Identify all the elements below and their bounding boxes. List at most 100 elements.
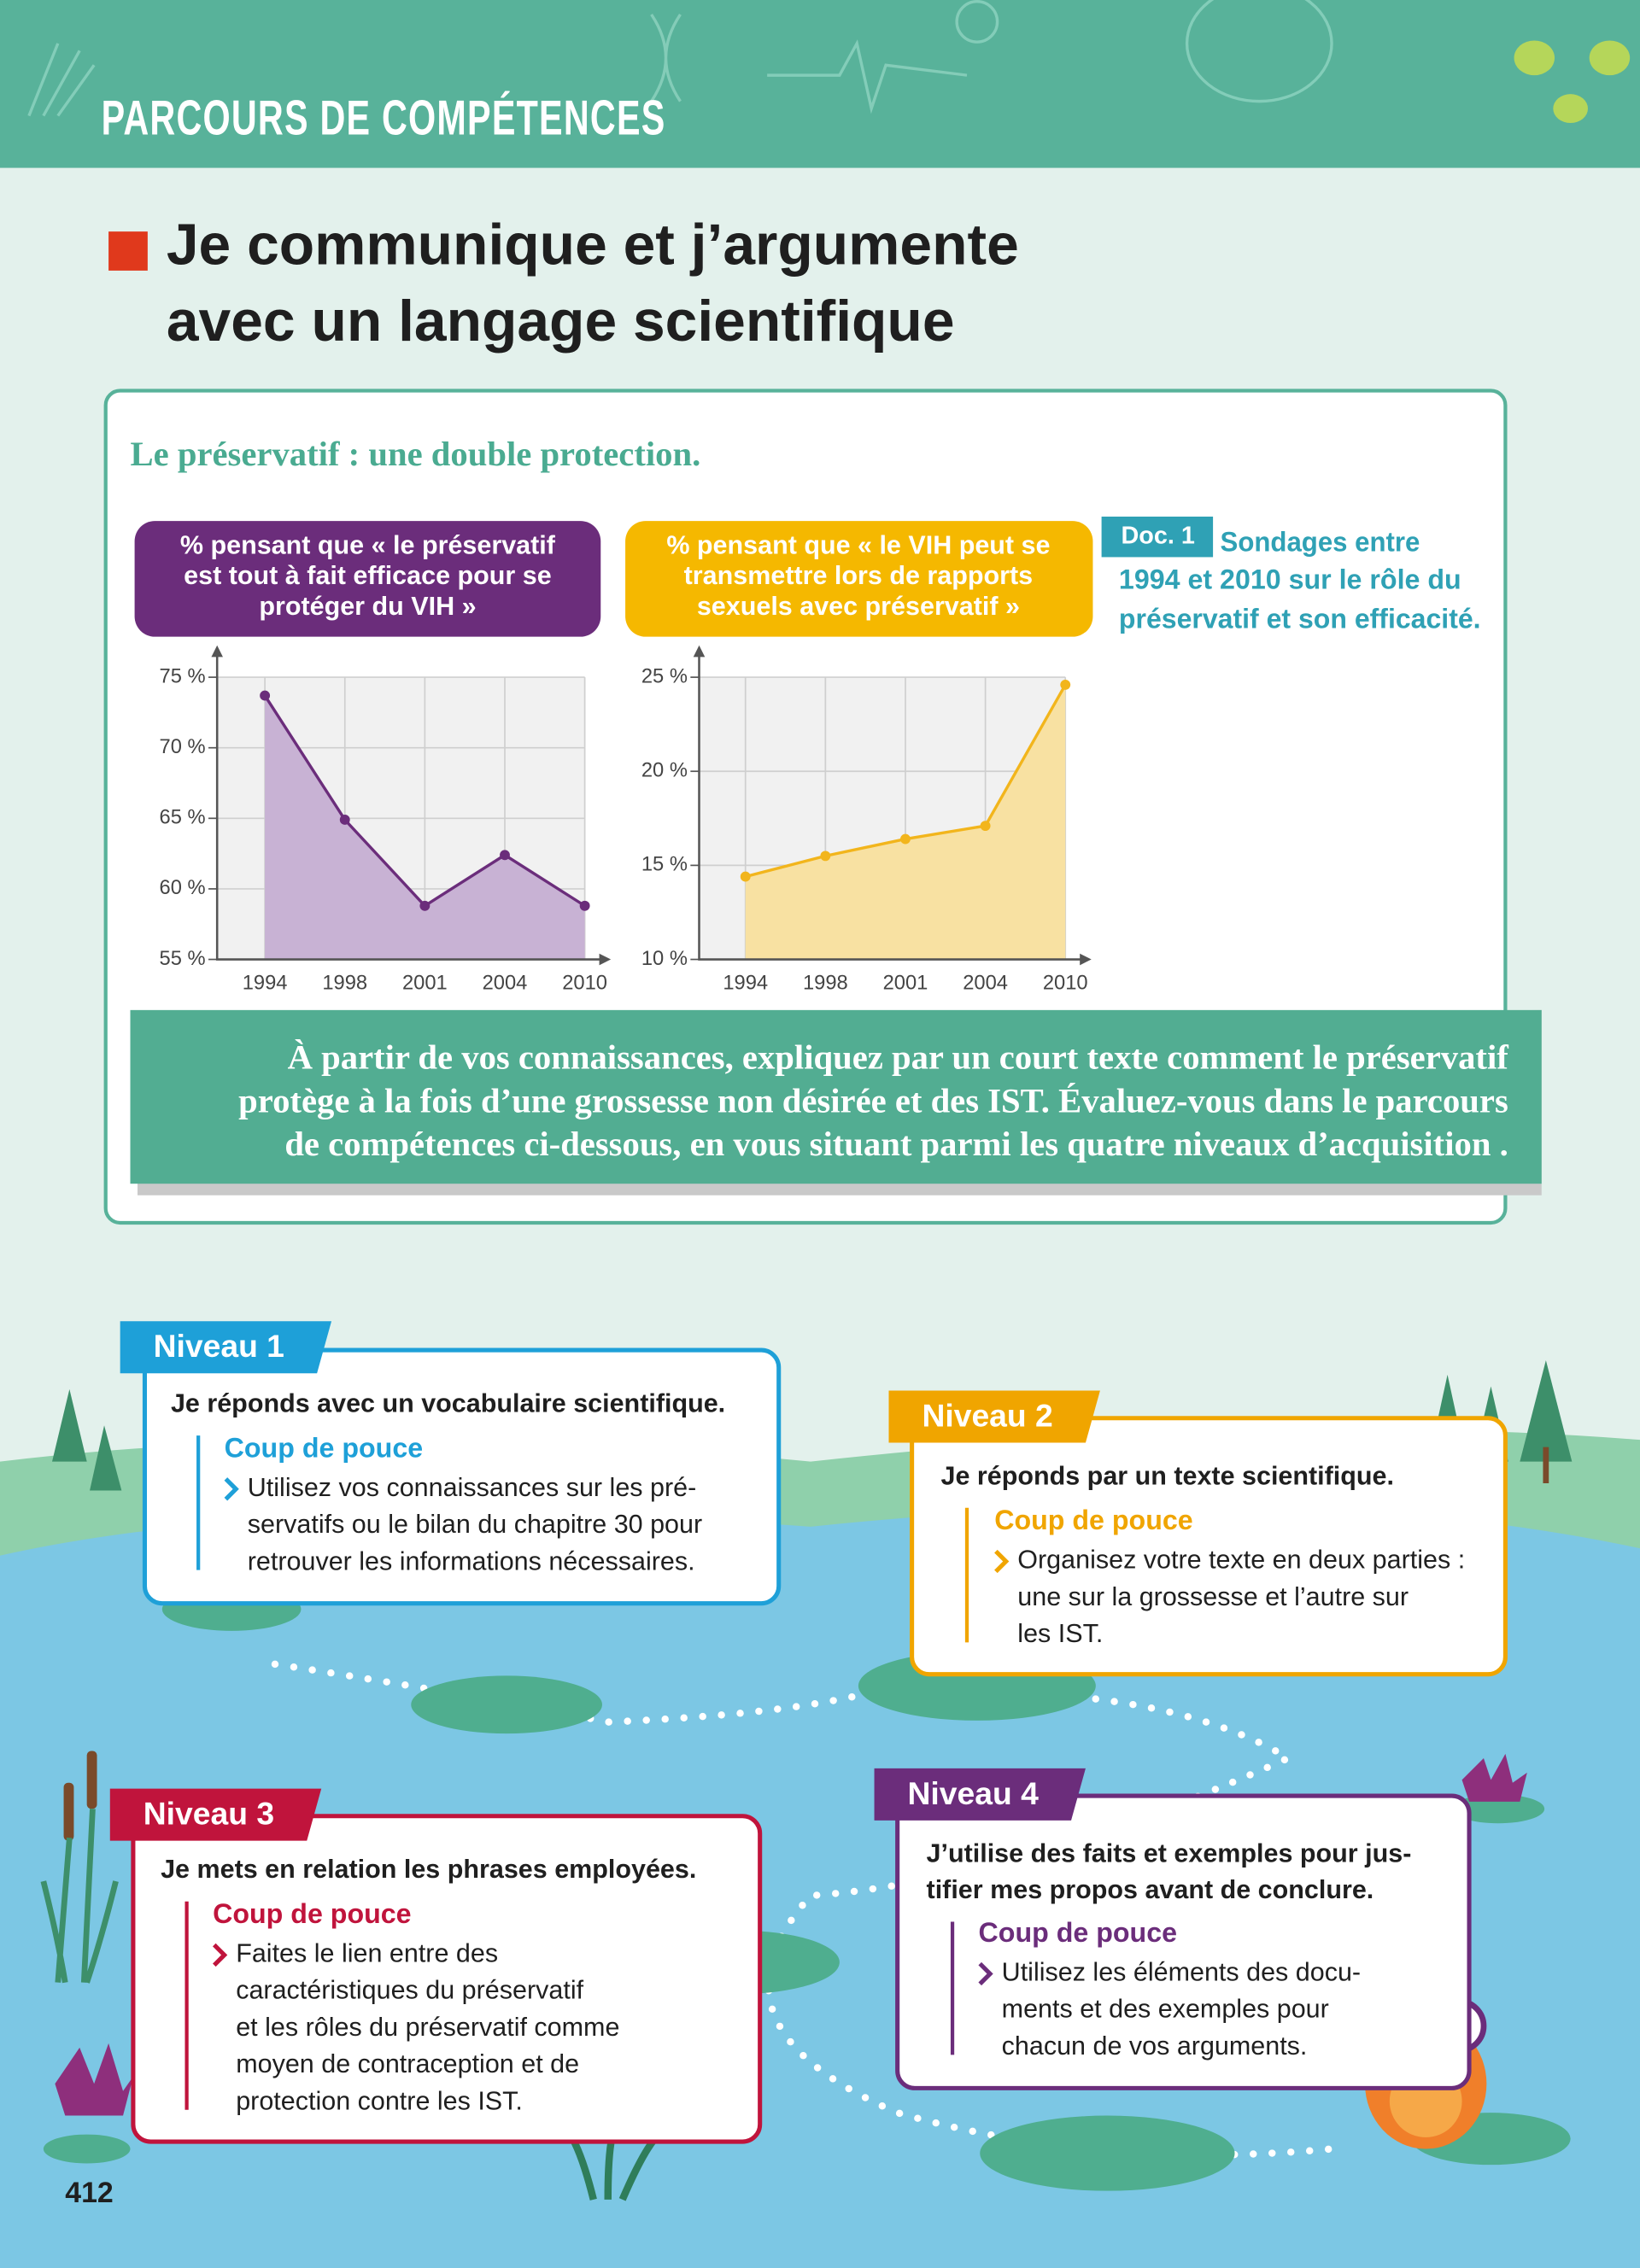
hint-chevron [994, 1549, 1010, 1574]
hint-line: chacun de vos arguments. [1002, 2031, 1308, 2060]
instruction: de compétences ci-dessous, en vous situa… [284, 1125, 1508, 1163]
doc-label: Doc. 1 [1121, 522, 1194, 549]
chart-title: % pensant que « le VIH peut se [666, 531, 1050, 560]
flowers [55, 1753, 1527, 2116]
reed [86, 1751, 97, 1809]
x-tick-label: 2001 [402, 973, 448, 995]
y-tick-label: 75 % [160, 665, 206, 687]
level-statement: Je mets en relation les phrases employée… [161, 1855, 696, 1884]
lily-pad [411, 1675, 602, 1734]
hint-line: une sur la grossesse et l’autre sur [1017, 1582, 1409, 1611]
y-tick-label: 20 % [641, 760, 688, 782]
section-title: Je communique et j’argumente [167, 213, 1019, 277]
level-tab [888, 1390, 1100, 1443]
point [980, 821, 991, 832]
hint-line: Organisez votre texte en deux parties : [1017, 1546, 1465, 1575]
hint-line: ments et des exemples pour [1002, 1995, 1329, 2024]
x-tick-label: 1994 [723, 973, 768, 995]
x-tick-label: 2004 [963, 973, 1008, 995]
hint-chevron [224, 1477, 239, 1501]
instruction-band [130, 1009, 1542, 1184]
level-statement: J’utilise des faits et exemples pour jus… [927, 1839, 1412, 1868]
header-decor [27, 0, 1333, 117]
level-tab [109, 1788, 322, 1841]
hint-line: Utilisez les éléments des docu- [1002, 1958, 1361, 1987]
doc-label-box [1101, 516, 1214, 558]
point [900, 833, 911, 845]
chart-title: transmettre lors de rapports [684, 561, 1033, 590]
area [265, 695, 585, 960]
doc-heading: Le préservatif : une double protection. [131, 435, 701, 473]
reed-stems [40, 1809, 119, 1984]
y-tick-label: 65 % [160, 807, 206, 829]
point [1060, 679, 1071, 690]
level-tab [874, 1768, 1086, 1821]
level-box [142, 1347, 782, 1606]
hint-line: retrouver les informations nécessaires. [248, 1546, 695, 1575]
level-box [910, 1416, 1508, 1677]
header-decor [1553, 94, 1588, 124]
chart-title: protéger du VIH » [259, 592, 476, 621]
hint-line: protection contre les IST. [236, 2086, 523, 2115]
level-statement: Je réponds avec un vocabulaire scientifi… [171, 1389, 725, 1418]
page-number: 412 [65, 2177, 114, 2209]
hint-title: Coup de pouce [225, 1433, 423, 1464]
y-tick-label: 55 % [160, 948, 206, 970]
x-tick-label: 1994 [243, 973, 288, 995]
instruction: protège à la fois d’une grossesse non dé… [238, 1081, 1508, 1119]
y-tick-label: 60 % [160, 877, 206, 899]
level-label: Niveau 2 [922, 1398, 1052, 1434]
chart-title: est tout à fait efficace pour se [184, 561, 551, 590]
tree [1520, 1359, 1573, 1462]
level-statement: Je réponds par un texte scientifique. [941, 1461, 1394, 1490]
point [820, 850, 831, 862]
level-label: Niveau 4 [908, 1775, 1040, 1811]
hint-line: moyen de contraception et de [236, 2049, 579, 2078]
chart-title: % pensant que « le préservatif [180, 531, 556, 560]
x-tick-label: 2001 [883, 973, 928, 995]
level-box [131, 1814, 763, 2144]
hint-line: servatifs ou le bilan du chapitre 30 pou… [248, 1510, 702, 1539]
tree [52, 1388, 87, 1462]
x-tick-label: 1998 [322, 973, 367, 995]
point [740, 871, 751, 882]
lily-pad [43, 2134, 131, 2164]
hint-line: et les rôles du préservatif comme [236, 2013, 619, 2042]
hint-line: les IST. [1017, 1619, 1103, 1648]
hint-title: Coup de pouce [994, 1505, 1192, 1535]
hint-title: Coup de pouce [213, 1898, 411, 1929]
doc-caption: Sondages entre [1221, 527, 1420, 558]
point [419, 900, 430, 911]
y-tick-label: 10 % [641, 948, 688, 970]
x-tick-label: 2004 [483, 973, 528, 995]
point [260, 690, 271, 701]
flower [55, 2043, 133, 2116]
hint-line: Utilisez vos connaissances sur les pré- [248, 1473, 696, 1502]
lily-pad [980, 2115, 1235, 2191]
x-tick-label: 1998 [803, 973, 848, 995]
level-tab [120, 1321, 332, 1374]
header-decor [1514, 40, 1555, 76]
hint-line: Faites le lien entre des [236, 1939, 498, 1968]
axis [215, 651, 602, 961]
hint-chevron [978, 1961, 993, 1986]
chart-title-box [134, 521, 601, 637]
header-band [0, 0, 1640, 168]
flower [1461, 1753, 1527, 1802]
header-decor [1589, 40, 1631, 76]
x-tick-label: 2010 [562, 973, 607, 995]
level-label: Niveau 1 [154, 1328, 284, 1364]
section-title: avec un langage scientifique [167, 289, 955, 354]
level-box [895, 1793, 1472, 2090]
y-tick-label: 25 % [641, 665, 688, 687]
hint-line: caractéristiques du préservatif [236, 1976, 583, 2005]
tree [90, 1425, 122, 1491]
title-marker [108, 231, 148, 271]
header-title: PARCOURS DE COMPÉTENCES [102, 91, 666, 146]
trunk [1543, 1447, 1549, 1483]
chart-title: sexuels avec préservatif » [697, 592, 1020, 621]
chart-title-box [625, 521, 1093, 637]
hint-chevron [213, 1943, 228, 1967]
